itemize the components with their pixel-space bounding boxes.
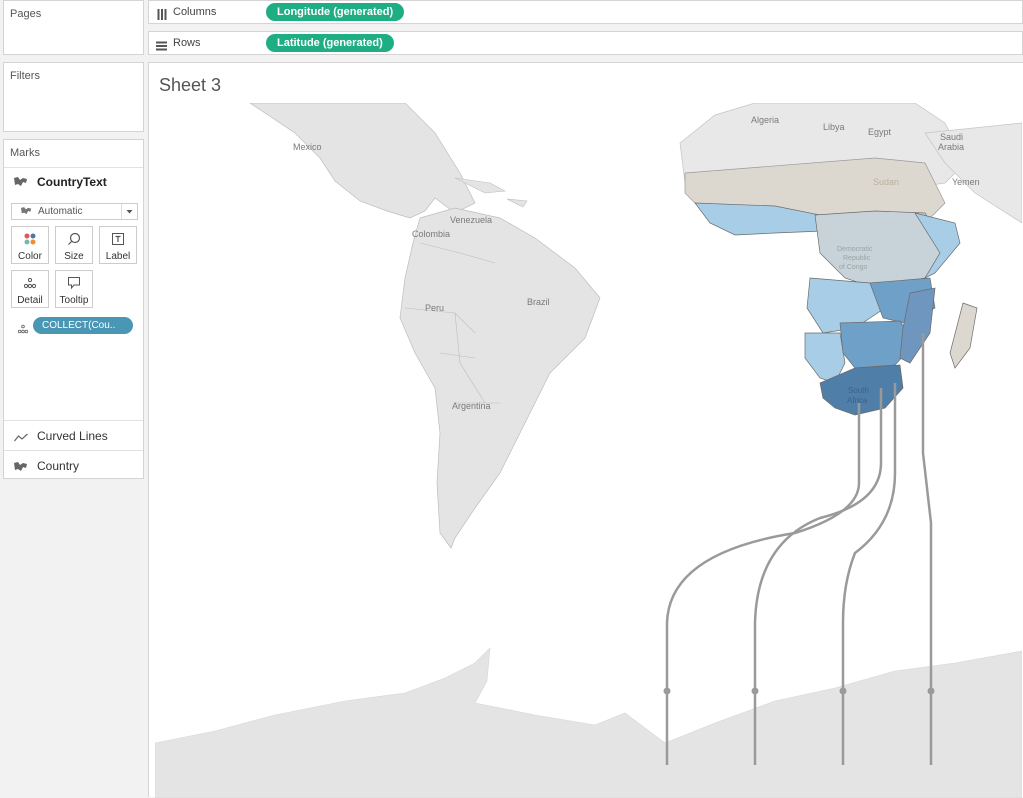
layer-curved-lines-label: Curved Lines — [37, 429, 108, 443]
collect-field-pill-label: COLLECT(Cou.. — [42, 320, 116, 331]
columns-label: Columns — [173, 6, 217, 18]
map-canvas[interactable]: Mexico Venezuela Colombia Peru Brazil Ar… — [155, 103, 1022, 798]
label-colombia: Colombia — [412, 229, 450, 239]
label-brazil: Brazil — [527, 297, 550, 307]
sheet-view: Sheet 3 — [148, 62, 1023, 798]
label-saudi-2: Arabia — [938, 142, 964, 152]
curve-line-3 — [841, 383, 897, 765]
layer-curved-lines[interactable]: Curved Lines — [4, 420, 143, 450]
label-south-africa-2: Africa — [847, 396, 868, 405]
mark-type-label: Automatic — [38, 206, 83, 217]
tooltip-button[interactable]: Tooltip — [55, 270, 93, 308]
layer-country-label: Country — [37, 459, 80, 473]
rows-shelf[interactable]: Rows Latitude (generated) — [148, 31, 1023, 55]
label-libya: Libya — [823, 122, 845, 132]
label-button-label: Label — [105, 251, 131, 262]
land-caribbean — [454, 177, 528, 208]
tooltip-icon — [56, 276, 92, 290]
size-button[interactable]: Size — [55, 226, 93, 264]
map-icon — [21, 207, 32, 218]
label-drc-3: of Congo — [839, 264, 868, 271]
color-button-label: Color — [18, 251, 42, 262]
size-icon — [56, 232, 92, 246]
marks-layer-header[interactable]: CountryText — [4, 167, 143, 196]
region-mozambique — [899, 287, 936, 364]
detail-button-label: Detail — [17, 295, 43, 306]
label-argentina: Argentina — [452, 401, 491, 411]
line-chart-icon — [14, 431, 28, 445]
rows-icon — [156, 38, 167, 56]
marks-layer-name: CountryText — [37, 175, 107, 189]
label-venezuela: Venezuela — [450, 215, 492, 225]
columns-shelf[interactable]: Columns Longitude (generated) — [148, 0, 1023, 24]
label-peru: Peru — [425, 303, 444, 313]
mark-type-dropdown[interactable]: Automatic — [11, 203, 138, 220]
curve-line-1 — [665, 403, 861, 765]
latitude-pill[interactable]: Latitude (generated) — [266, 34, 394, 52]
label-egypt: Egypt — [868, 127, 892, 137]
land-south-america — [399, 207, 601, 549]
label-sudan: Sudan — [873, 177, 899, 187]
curve-line-2 — [753, 388, 883, 765]
detail-button[interactable]: Detail — [11, 270, 49, 308]
label-drc-2: Republic — [843, 255, 871, 262]
curve-node — [839, 687, 847, 695]
curve-node — [663, 687, 671, 695]
label-saudi-1: Saudi — [940, 132, 963, 142]
land-arabia — [924, 122, 1022, 224]
filters-card[interactable]: Filters — [3, 62, 144, 132]
detail-icon — [12, 276, 48, 290]
label-button[interactable]: Label — [99, 226, 137, 264]
pages-card[interactable]: Pages — [3, 0, 144, 55]
rows-label: Rows — [173, 37, 201, 49]
collect-field-pill[interactable]: COLLECT(Cou.. — [33, 317, 133, 334]
label-drc-1: Democratic — [837, 246, 873, 253]
latitude-pill-label: Latitude (generated) — [277, 37, 383, 49]
label-south-africa-1: South — [848, 386, 869, 395]
curve-node — [927, 687, 935, 695]
region-east-africa — [914, 212, 961, 279]
map-icon — [14, 461, 28, 475]
region-west-africa — [694, 202, 824, 236]
label-yemen: Yemen — [952, 177, 980, 187]
pages-title: Pages — [10, 8, 42, 20]
marks-title: Marks — [10, 147, 40, 159]
tooltip-button-label: Tooltip — [59, 295, 89, 306]
size-button-label: Size — [64, 251, 84, 262]
longitude-pill[interactable]: Longitude (generated) — [266, 3, 405, 21]
filters-title: Filters — [10, 70, 40, 82]
map-icon — [14, 176, 28, 190]
region-madagascar — [949, 302, 978, 369]
chevron-down-icon[interactable] — [121, 204, 137, 219]
sheet-title[interactable]: Sheet 3 — [159, 75, 222, 95]
label-algeria: Algeria — [751, 115, 779, 125]
marks-card: Marks CountryText Automatic Color Size L… — [3, 139, 144, 479]
curve-line-4 — [921, 333, 933, 765]
columns-icon — [157, 7, 167, 25]
color-button[interactable]: Color — [11, 226, 49, 264]
detail-icon — [17, 321, 29, 339]
curve-node — [751, 687, 759, 695]
text-label-icon — [100, 232, 136, 246]
longitude-pill-label: Longitude (generated) — [277, 6, 394, 18]
land-antarctica — [155, 647, 1022, 798]
label-mexico: Mexico — [293, 142, 322, 152]
color-icon — [12, 232, 48, 246]
land-north-america — [249, 103, 476, 219]
layer-country[interactable]: Country — [4, 450, 143, 480]
